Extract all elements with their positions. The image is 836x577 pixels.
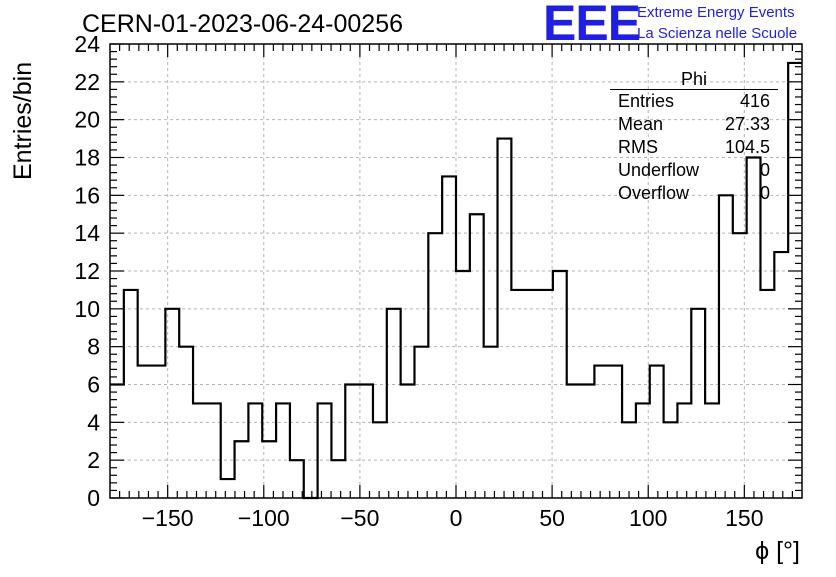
- stats-row-rms: RMS 104.5: [610, 136, 778, 159]
- histogram-bin: [401, 385, 415, 499]
- histogram-bin: [788, 63, 802, 498]
- stats-value: 0: [759, 160, 770, 180]
- y-tick-label: 18: [74, 145, 100, 171]
- stats-value: 416: [739, 91, 770, 111]
- histogram-bin: [235, 441, 249, 498]
- x-tick-label: 150: [725, 505, 763, 531]
- histogram-bin: [705, 403, 719, 498]
- histogram-bin: [248, 403, 262, 498]
- histogram-bars: [110, 61, 802, 500]
- histogram-bin: [774, 252, 788, 498]
- histogram-bin: [456, 271, 470, 498]
- y-tick-label: 22: [74, 69, 100, 95]
- histogram-bin: [691, 309, 705, 498]
- stats-row-entries: Entries 416: [610, 90, 778, 113]
- stats-value: 27.33: [724, 114, 770, 134]
- stats-value: 0: [759, 183, 770, 203]
- stats-label: Underflow: [618, 160, 700, 180]
- grid-lines: [110, 44, 802, 498]
- x-tick-label: −150: [142, 505, 194, 531]
- histogram-outline: [110, 61, 802, 500]
- y-tick-label: 14: [74, 220, 100, 246]
- histogram-bin: [553, 271, 567, 498]
- histogram-bin: [733, 233, 747, 498]
- histogram-bin: [581, 385, 595, 499]
- histogram-bin: [747, 158, 761, 499]
- histogram-bin: [165, 309, 179, 498]
- y-axis-label: Entries/bin: [9, 62, 37, 180]
- x-axis-label: ϕ [°]: [755, 537, 800, 565]
- histogram-bin: [442, 176, 456, 498]
- x-tick-label: 50: [539, 505, 565, 531]
- histogram-bin: [511, 290, 525, 498]
- histogram-bin: [110, 385, 124, 499]
- histogram-bin: [622, 422, 636, 498]
- stats-label: RMS: [618, 137, 658, 157]
- y-tick-label: 20: [74, 107, 100, 133]
- histogram-bin: [470, 214, 484, 498]
- y-tick-label: 12: [74, 258, 100, 284]
- histogram-bin: [387, 309, 401, 498]
- histogram-bin: [207, 403, 221, 498]
- x-tick-label: −100: [238, 505, 290, 531]
- histogram-bin: [636, 403, 650, 498]
- histogram-bin: [221, 479, 235, 498]
- stats-row-mean: Mean 27.33: [610, 113, 778, 136]
- histogram-bin: [484, 347, 498, 498]
- x-tick-label: 0: [450, 505, 463, 531]
- logo-line-1: Extreme Energy Events: [637, 4, 795, 21]
- histogram-bin: [331, 460, 345, 498]
- histogram-bin: [318, 403, 332, 498]
- stats-title: Phi: [610, 70, 778, 90]
- stats-label: Mean: [618, 114, 664, 134]
- stats-label: Entries: [618, 91, 675, 111]
- y-tick-label: 16: [74, 182, 100, 208]
- stats-box: Phi Entries 416 Mean 27.33 RMS 104.5 Und…: [610, 70, 778, 205]
- histogram-bin: [138, 366, 152, 498]
- stats-row-underflow: Underflow 0: [610, 159, 778, 182]
- histogram-bin: [359, 385, 373, 499]
- histogram-bin: [276, 403, 290, 498]
- y-tick-label: 6: [87, 372, 100, 398]
- histogram-bin: [124, 290, 138, 498]
- y-tick-label: 10: [74, 296, 100, 322]
- histogram-bin: [428, 233, 442, 498]
- histogram-bin: [179, 347, 193, 498]
- stats-row-overflow: Overflow 0: [610, 182, 778, 205]
- stats-label: Overflow: [618, 183, 690, 203]
- y-tick-label: 8: [87, 334, 100, 360]
- histogram-bin: [608, 366, 622, 498]
- x-tick-label: −50: [340, 505, 379, 531]
- histogram-bin: [345, 385, 359, 499]
- histogram-bin: [498, 139, 512, 498]
- histogram-bin: [152, 366, 166, 498]
- histogram-bin: [760, 290, 774, 498]
- histogram-bin: [539, 290, 553, 498]
- y-tick-label: 0: [87, 485, 100, 511]
- histogram-bin: [567, 385, 581, 499]
- histogram-bin: [414, 347, 428, 498]
- y-tick-label: 4: [87, 409, 100, 435]
- stats-value: 104.5: [724, 137, 770, 157]
- histogram-bin: [525, 290, 539, 498]
- histogram-bin: [373, 422, 387, 498]
- y-tick-label: 24: [74, 31, 100, 57]
- eee-logo: EEE: [543, 0, 641, 51]
- y-tick-label: 2: [87, 447, 100, 473]
- histogram-bin: [650, 366, 664, 498]
- chart-title: CERN-01-2023-06-24-00256: [82, 10, 404, 38]
- histogram-bin: [719, 195, 733, 498]
- histogram-bin: [193, 403, 207, 498]
- histogram-bin: [677, 403, 691, 498]
- x-tick-label: 100: [629, 505, 667, 531]
- logo-line-2: La Scienza nelle Scuole: [637, 25, 798, 42]
- histogram-bin: [664, 422, 678, 498]
- x-axis-ticks: −150 −100 −50 0 50 100 150: [119, 44, 793, 531]
- histogram-bin: [594, 366, 608, 498]
